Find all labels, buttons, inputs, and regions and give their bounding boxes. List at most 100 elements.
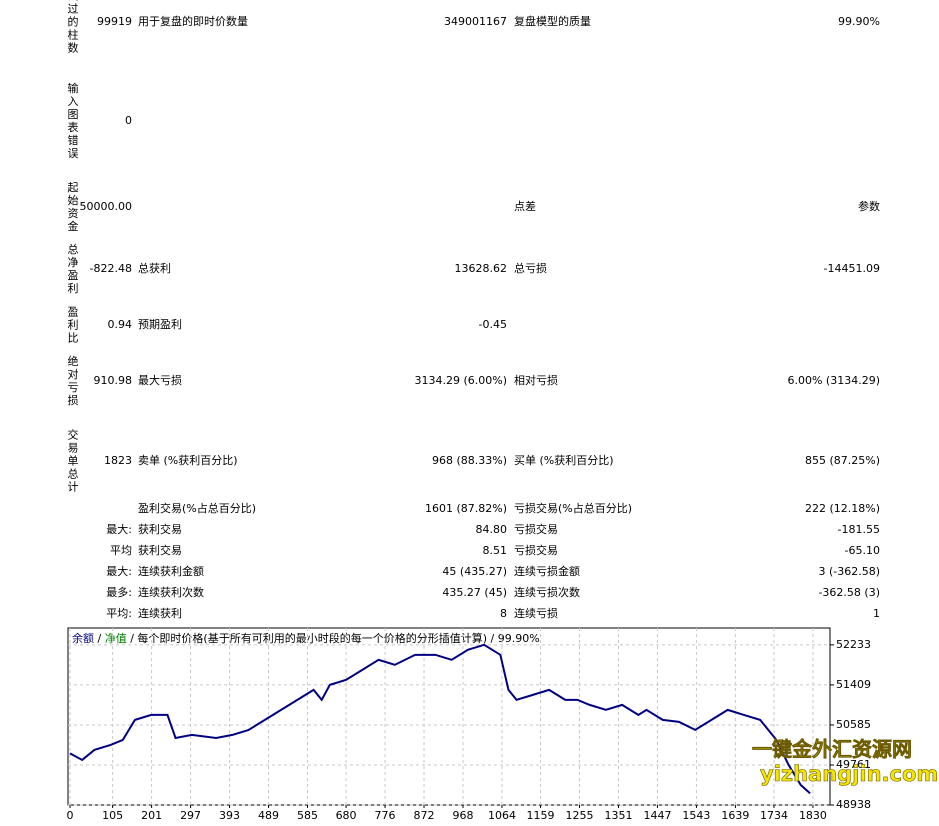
cell-value: 13628.62 [454,262,508,275]
cell-value: -14451.09 [823,262,880,275]
cell-value: 平均 [110,544,132,557]
y-tick-label: 51409 [836,678,871,691]
row-label: 输入图表错误 [67,82,79,160]
cell-label: 连续获利金额 [138,565,204,578]
cell-label: 买单 (%获利百分比) [514,454,614,467]
cell-label: 盈利交易(%占总百分比) [138,502,257,515]
cell-value: 84.80 [475,523,508,536]
x-tick-label: 1159 [527,809,555,822]
cell-value: 99919 [97,15,132,28]
balance-line [69,643,811,795]
cell-label: 获利交易 [138,544,182,557]
cell-value: 1823 [104,454,132,467]
cell-label: 亏损交易(%占总百分比) [514,502,633,515]
cell-value: 99.90% [838,15,880,28]
cell-value: 435.27 (45) [442,586,507,599]
cell-value: -362.58 (3) [818,586,880,599]
cell-value: 6.00% (3134.29) [787,374,880,387]
cell-value: 平均: [106,607,132,620]
x-tick-label: 1830 [799,809,827,822]
legend-sep: / [491,632,498,645]
cell-label: 总获利 [138,262,171,275]
cell-value: 3 (-362.58) [818,565,880,578]
cell-value: -822.48 [89,262,132,275]
cell-label: 最大亏损 [138,374,182,387]
cell-label: 亏损交易 [514,544,558,557]
cell-value: 45 (435.27) [442,565,507,578]
chart-title: 每个即时价格(基于所有可利用的最小时段的每一个价格的分形插值计算) [137,631,487,645]
cell-value: 最多: [106,586,132,599]
cell-label: 获利交易 [138,523,182,536]
legend-balance: 余额 [72,631,94,645]
x-tick-label: 105 [102,809,123,822]
cell-value: 222 (12.18%) [804,502,880,515]
cell-value: -0.45 [478,318,507,331]
row-label: 试过的柱数 [67,0,79,55]
cell-value: -181.55 [837,523,880,536]
cell-label: 相对亏损 [514,374,558,387]
cell-value: 910.98 [93,374,133,387]
row-label: 交易单总计 [67,428,79,494]
cell-label: 亏损交易 [514,523,558,536]
x-tick-label: 1064 [488,809,516,822]
row-label: 起始资金 [67,181,79,233]
y-tick-label: 48938 [836,798,871,811]
plot-frame [67,627,831,806]
x-tick-label: 489 [258,809,279,822]
x-tick-label: 297 [180,809,201,822]
cell-label: 连续亏损金额 [514,565,580,578]
x-tick-label: 1734 [760,809,788,822]
row-label: 绝对亏损 [67,355,79,407]
cell-value: 968 (88.33%) [431,454,507,467]
cell-label: 预期盈利 [138,318,182,331]
cell-value: 最大: [106,565,132,578]
legend-sep: / [130,632,137,645]
cell-value: 0 [125,114,132,127]
x-tick-label: 0 [67,809,74,822]
y-tick-label: 52233 [836,638,871,651]
cell-value: 0.94 [107,318,133,331]
cell-value: 8 [500,607,507,620]
watermark-url: yizhangjin.com [760,762,939,787]
cell-label: 用于复盘的即时价数量 [138,15,248,28]
x-tick-label: 201 [141,809,162,822]
row-label: 总净盈利 [67,243,79,295]
legend-sep: / [98,632,105,645]
row-label: 盈利比 [67,305,79,345]
cell-label: 连续获利 [138,607,182,620]
y-tick-label: 49761 [836,758,871,771]
watermark-cn: 一键金外汇资源网 [752,737,913,762]
cell-label: 点差 [514,200,536,213]
x-tick-label: 1543 [682,809,710,822]
cell-value: 50000.00 [79,200,133,213]
x-tick-label: 585 [297,809,318,822]
cell-label: 连续亏损 [514,607,558,620]
cell-value: 最大: [106,523,132,536]
cell-label: 连续亏损次数 [514,586,580,599]
cell-value: 3134.29 (6.00%) [414,374,507,387]
cell-value: -65.10 [844,544,880,557]
chart-legend: 余额 / 净值 / 每个即时价格(基于所有可利用的最小时段的每一个价格的分形插值… [72,631,540,645]
x-tick-label: 1639 [721,809,749,822]
x-tick-label: 968 [452,809,473,822]
x-tick-label: 872 [414,809,435,822]
cell-value: 1601 (87.82%) [424,502,507,515]
x-tick-label: 776 [375,809,396,822]
chart-subtitle: 99.90% [498,632,540,645]
cell-value: 1 [873,607,880,620]
cell-value: 8.51 [482,544,508,557]
cell-value: 349001167 [444,15,507,28]
legend-equity: 净值 [105,631,127,645]
cell-label: 卖单 (%获利百分比) [138,454,238,467]
x-tick-label: 1255 [566,809,594,822]
x-tick-label: 1351 [604,809,632,822]
y-tick-label: 50585 [836,718,871,731]
cell-value: 855 (87.25%) [804,454,880,467]
cell-label: 连续获利次数 [138,586,204,599]
cell-label: 复盘模型的质量 [514,15,591,28]
cell-value: 参数 [858,200,880,213]
cell-label: 总亏损 [514,262,547,275]
x-tick-label: 1447 [643,809,671,822]
